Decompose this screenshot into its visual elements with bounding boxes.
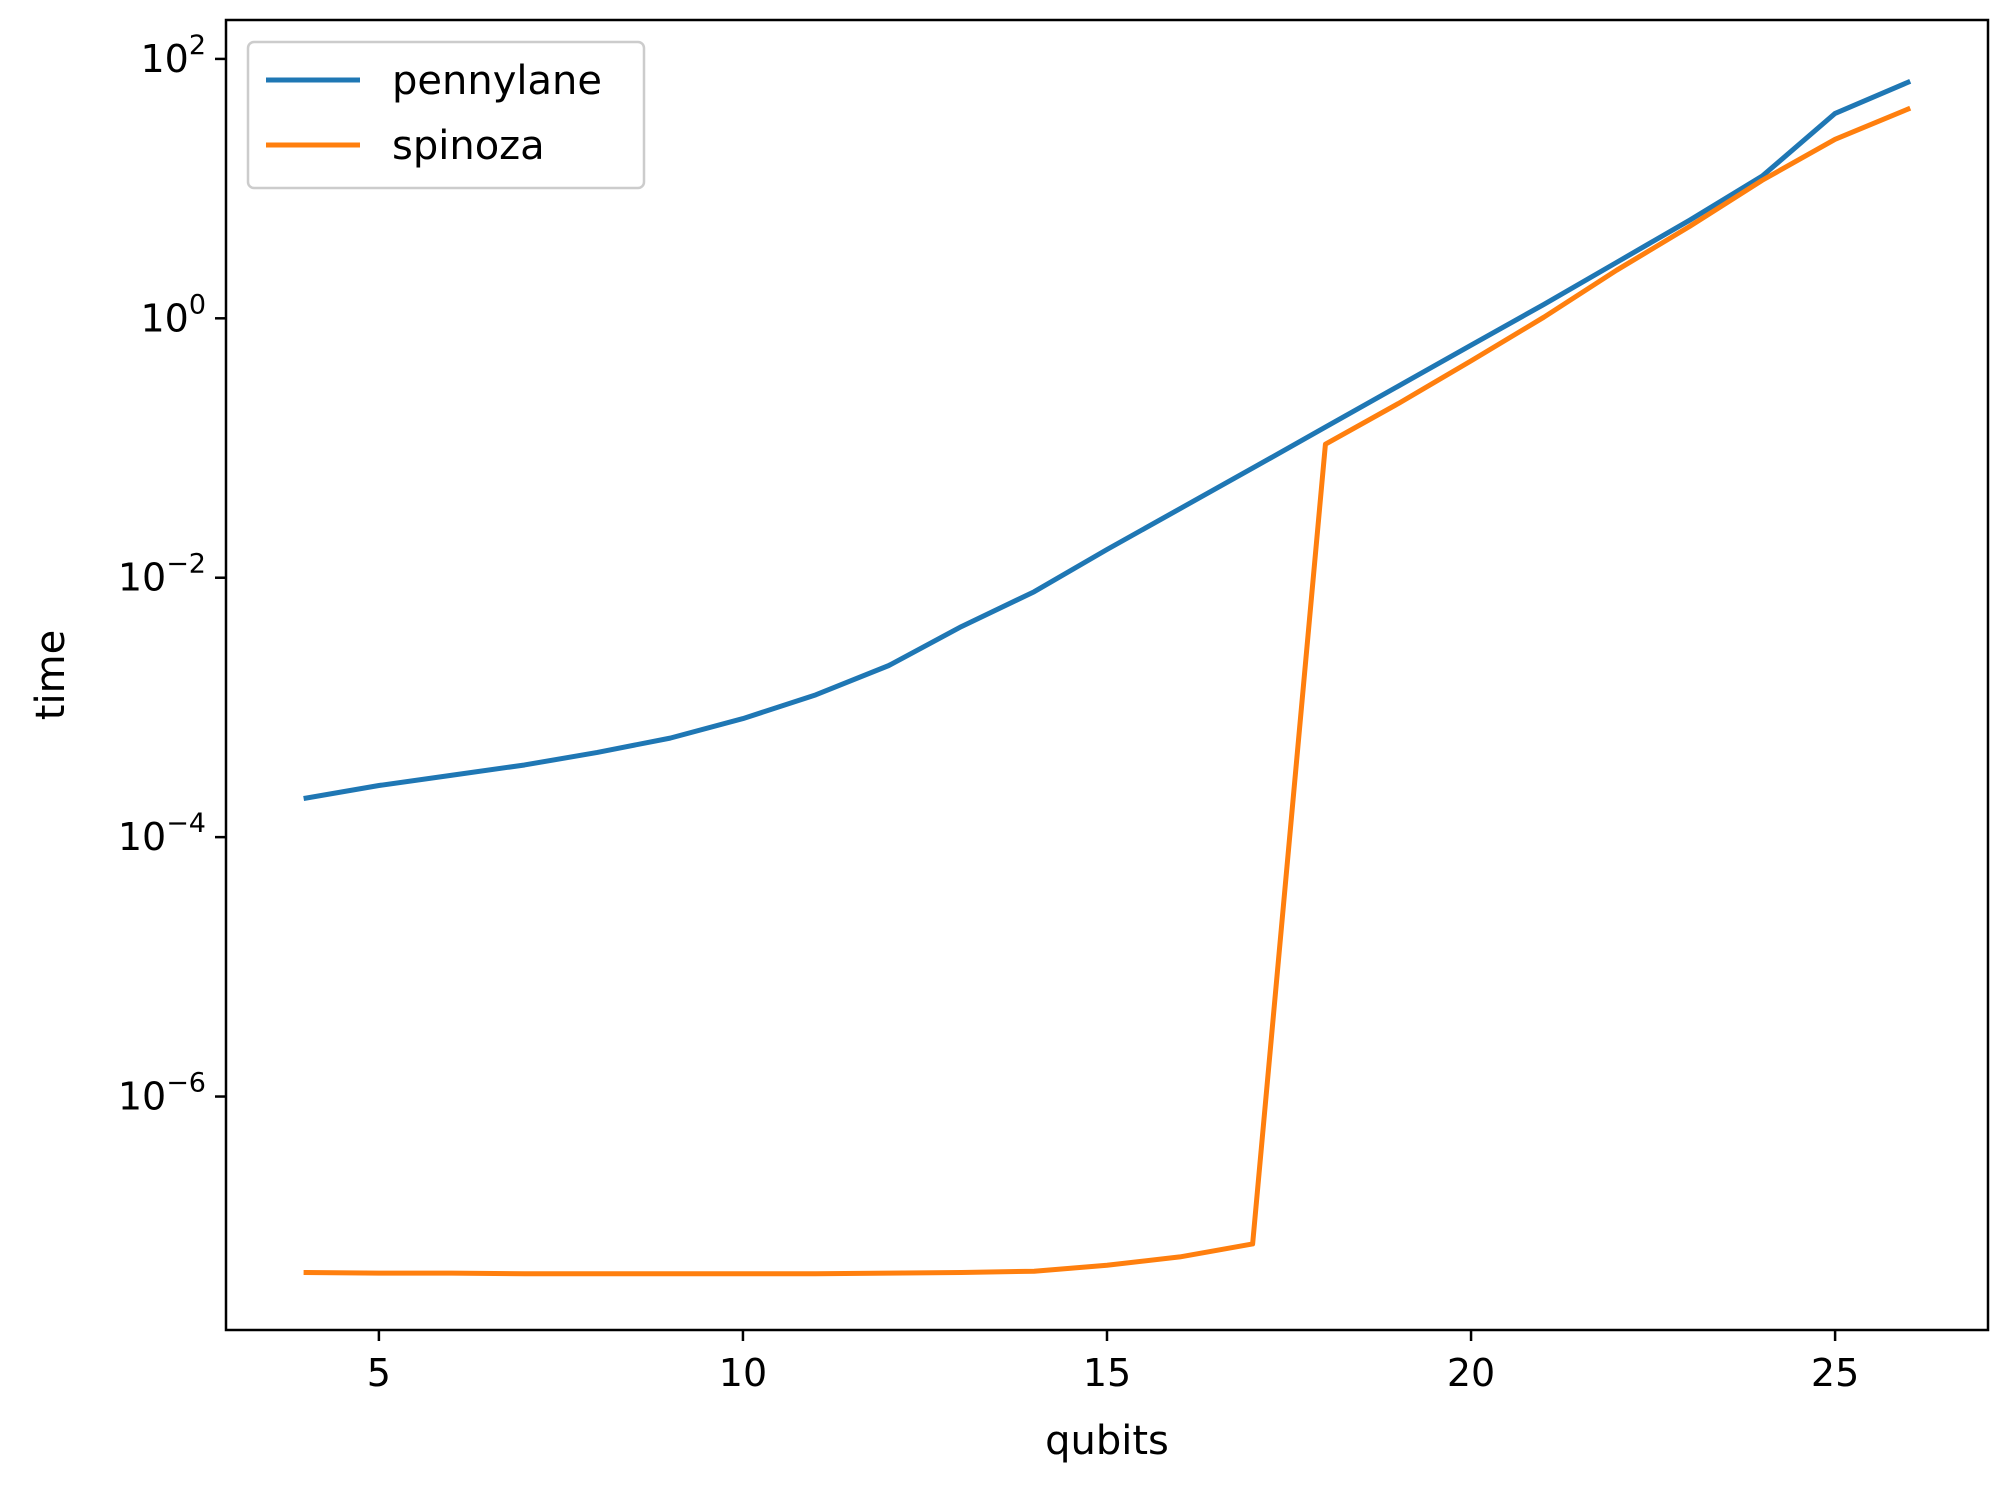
- legend: pennylane spinoza: [246, 40, 646, 190]
- series-line-spinoza: [303, 105, 1912, 1277]
- legend-label-spinoza: spinoza: [392, 123, 545, 169]
- x-tick-label: 10: [719, 1351, 767, 1395]
- y-tick-label: 10−2: [118, 549, 206, 600]
- y-tick-label: 100: [140, 289, 206, 340]
- y-axis-label: time: [28, 630, 74, 720]
- legend-label-pennylane: pennylane: [392, 58, 602, 104]
- x-axis-ticks: 5 10 15 20 25: [367, 1330, 1859, 1395]
- series-layer: [303, 79, 1912, 1277]
- y-tick-label: 10−4: [118, 808, 206, 859]
- y-tick-label: 10−6: [118, 1068, 206, 1119]
- x-axis-label: qubits: [1045, 1418, 1169, 1464]
- y-tick-label: 102: [140, 30, 206, 81]
- y-axis-ticks: 102 100 10−2 10−4 10−6: [118, 30, 226, 1119]
- x-tick-label: 25: [1811, 1351, 1859, 1395]
- x-tick-label: 20: [1447, 1351, 1495, 1395]
- series-line-pennylane: [303, 79, 1912, 801]
- x-tick-label: 15: [1083, 1351, 1131, 1395]
- x-tick-label: 5: [367, 1351, 391, 1395]
